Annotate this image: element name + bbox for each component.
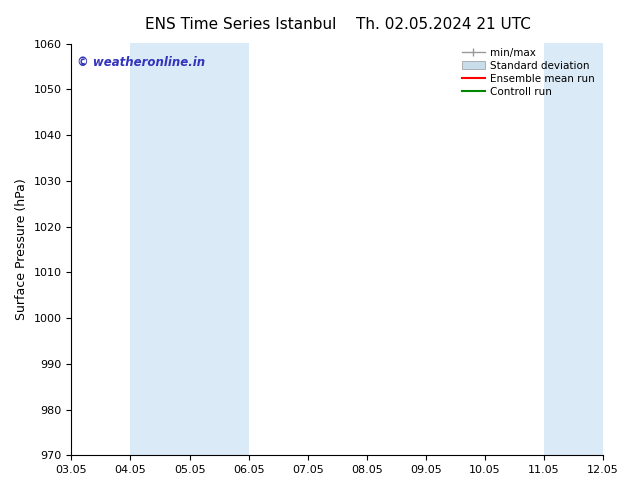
Text: ENS Time Series Istanbul: ENS Time Series Istanbul	[145, 17, 337, 32]
Bar	[131, 44, 249, 455]
Legend: min/max, Standard deviation, Ensemble mean run, Controll run: min/max, Standard deviation, Ensemble me…	[459, 45, 598, 100]
Text: © weatheronline.in: © weatheronline.in	[77, 56, 205, 69]
Bar	[544, 44, 603, 455]
Text: Th. 02.05.2024 21 UTC: Th. 02.05.2024 21 UTC	[356, 17, 531, 32]
Y-axis label: Surface Pressure (hPa): Surface Pressure (hPa)	[15, 178, 28, 320]
